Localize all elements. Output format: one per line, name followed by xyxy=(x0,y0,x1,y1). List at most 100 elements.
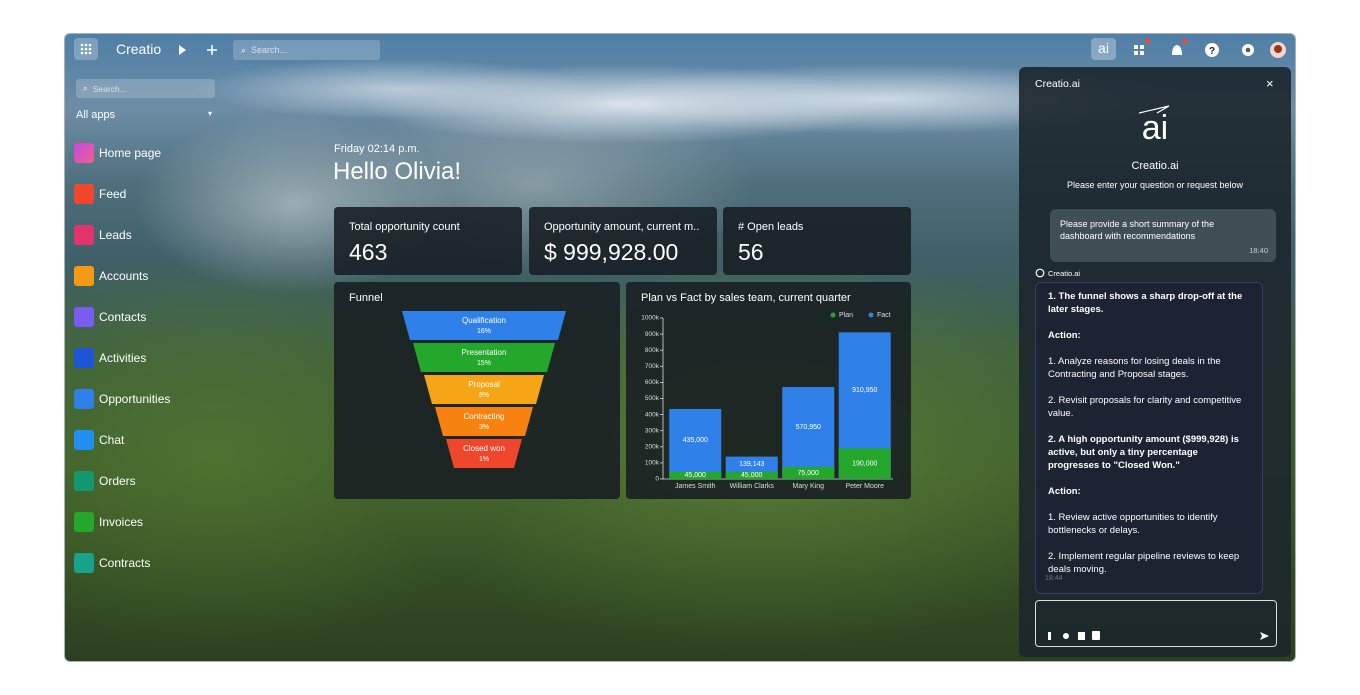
close-button[interactable]: × xyxy=(1266,76,1274,91)
chat-input[interactable] xyxy=(1035,600,1277,647)
kpi-label: Opportunity amount, current m.. xyxy=(544,221,700,233)
search-placeholder: Search... xyxy=(251,45,288,55)
y-tick-label: 100k xyxy=(645,460,660,467)
stage-label: Closed won xyxy=(463,444,505,453)
menu-icon xyxy=(74,143,94,163)
menu-label: Opportunities xyxy=(99,392,171,406)
bot-response: 1. The funnel shows a sharp drop-off at … xyxy=(1035,282,1263,594)
y-tick-label: 500k xyxy=(645,395,660,402)
menu-icon xyxy=(74,512,94,532)
response-paragraph: Action: xyxy=(1048,486,1081,497)
response-paragraph: 1. The funnel shows a sharp drop-off at … xyxy=(1048,291,1243,315)
message-time: 18:40 xyxy=(1249,246,1268,255)
ai-logo: ai xyxy=(1141,109,1169,147)
topbar-actions xyxy=(179,45,217,55)
data-label: 45,000 xyxy=(741,472,763,479)
x-tick-label: James Smith xyxy=(675,483,716,490)
funnel-chart: Funnel Qualification 16% Presentation 15% Pr… xyxy=(349,292,566,468)
y-tick-label: 700k xyxy=(645,363,660,370)
y-tick-label: 600k xyxy=(645,379,660,386)
ai-button[interactable]: ai xyxy=(1091,38,1116,60)
menu-label: Feed xyxy=(99,187,127,201)
y-tick-label: 300k xyxy=(645,427,660,434)
bar xyxy=(669,471,722,479)
bot-label: Creatio.ai xyxy=(1048,269,1081,278)
menu-item[interactable]: Leads xyxy=(74,224,132,246)
brand[interactable]: Creatio xyxy=(116,41,162,57)
kpi-value: $ 999,928.00 xyxy=(544,239,679,265)
menu-item[interactable]: Invoices xyxy=(74,511,143,533)
ai-panel-header: Creatio.ai xyxy=(1035,78,1080,90)
app-launcher[interactable] xyxy=(74,38,98,60)
menu-item[interactable]: Feed xyxy=(74,183,126,205)
menu-icon xyxy=(74,307,94,327)
input-tools xyxy=(1048,631,1269,640)
sidebar-search[interactable]: ⌕ Search... xyxy=(76,79,215,98)
data-label: 75,000 xyxy=(798,470,820,477)
bar-chart: Plan vs Fact by sales team, current quar… xyxy=(641,292,893,490)
response-paragraph: Action: xyxy=(1048,330,1081,341)
kpi-value: 56 xyxy=(738,239,764,265)
legend-label: Plan xyxy=(839,312,853,319)
search-icon: ⌕ xyxy=(241,44,247,55)
menu-item[interactable]: Activities xyxy=(74,347,146,369)
search-icon: ⌕ xyxy=(83,83,88,93)
data-label: 435,000 xyxy=(683,437,708,444)
funnel-segment xyxy=(446,439,522,468)
bar-card: Plan vs Fact by sales team, current quar… xyxy=(626,282,911,499)
topbar-search[interactable]: ⌕ Search... xyxy=(233,40,380,60)
bar xyxy=(782,466,835,479)
menu-label: Contracts xyxy=(99,556,151,570)
menu-label: Invoices xyxy=(99,515,144,529)
menu-label: Orders xyxy=(99,474,136,488)
menu-item[interactable]: Orders xyxy=(74,470,136,492)
bar xyxy=(782,387,835,479)
menu-icon xyxy=(74,471,94,491)
stage-label: Contracting xyxy=(464,412,505,421)
data-label: 16% xyxy=(477,328,491,335)
menu-icon xyxy=(74,553,94,573)
bot-icon xyxy=(1035,268,1045,278)
menu-item[interactable]: Contracts xyxy=(74,552,150,574)
menu-item[interactable]: Contacts xyxy=(74,306,146,328)
logo-swoosh xyxy=(1138,105,1170,114)
menu-item[interactable]: Chat xyxy=(74,429,124,451)
data-label: 910,950 xyxy=(852,387,877,394)
bar xyxy=(838,448,891,479)
response-paragraph: 1. Analyze reasons for losing deals in t… xyxy=(1048,356,1221,380)
funnel-segment xyxy=(413,343,555,372)
menu-label: Activities xyxy=(99,351,147,365)
funnel-segment xyxy=(424,375,544,404)
topbar-icons: ? xyxy=(1134,38,1286,58)
x-tick-label: William Clarks xyxy=(730,483,775,490)
y-tick-label: 0 xyxy=(655,476,659,483)
all-apps[interactable]: All apps xyxy=(76,109,116,121)
user-bubble: Please provide a short summary of the da… xyxy=(1050,209,1276,262)
stage-label: Qualification xyxy=(462,316,506,325)
menu-item[interactable]: Opportunities xyxy=(74,388,170,410)
legend-marker xyxy=(868,312,874,318)
response-text: 1. The funnel shows a sharp drop-off at … xyxy=(1048,290,1246,589)
data-label: 1% xyxy=(479,456,489,463)
menu-icon xyxy=(74,266,94,286)
kpi-card: Total opportunity count 463 xyxy=(334,207,522,275)
y-tick-label: 200k xyxy=(645,444,660,451)
y-tick-label: 400k xyxy=(645,411,660,418)
menu-item[interactable]: Home page xyxy=(74,142,161,164)
all-apps-caret: ▾ xyxy=(208,109,213,118)
menu-label: Leads xyxy=(99,228,132,242)
user-message: Please provide a short summary of the da… xyxy=(1060,219,1215,241)
menu-label: Home page xyxy=(99,146,162,160)
legend-marker xyxy=(830,312,836,318)
legend-label: Fact xyxy=(877,312,891,319)
kpi-label: # Open leads xyxy=(738,221,804,233)
menu-item[interactable]: Accounts xyxy=(74,265,148,287)
datetime: Friday 02:14 p.m. xyxy=(334,143,420,155)
data-label: 15% xyxy=(477,360,491,367)
bar xyxy=(725,471,778,479)
y-tick-label: 900k xyxy=(645,331,660,338)
svg-text:?: ? xyxy=(1209,46,1215,57)
data-label: 190,000 xyxy=(852,461,877,468)
launcher-icon xyxy=(80,43,92,55)
